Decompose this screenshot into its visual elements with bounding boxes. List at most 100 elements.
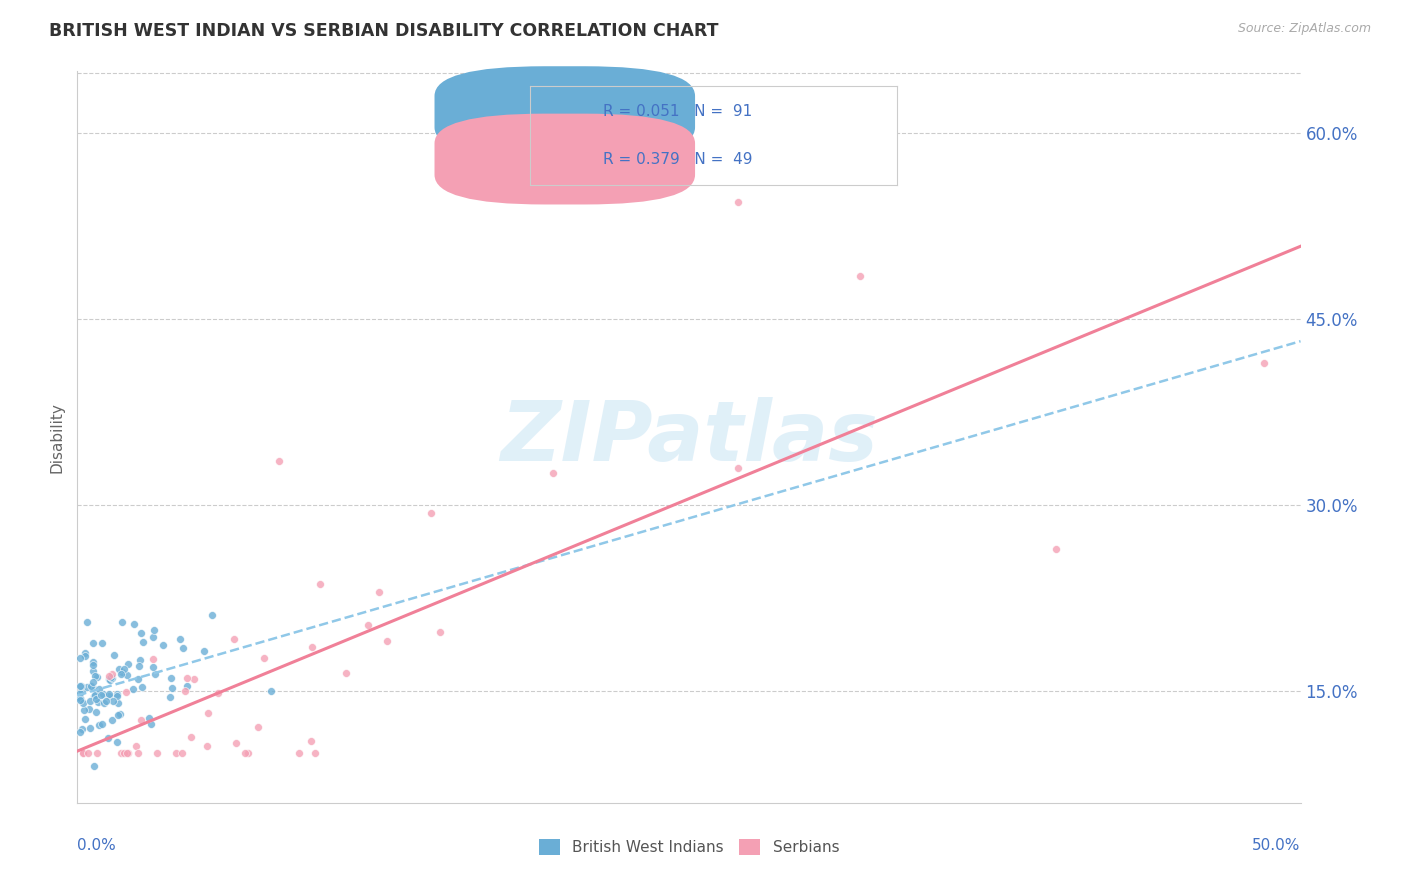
Point [82, 655, 104, 669]
Point [129, 714, 152, 728]
Point [77, 702, 100, 716]
Point [236, 746, 259, 760]
Point [69, 686, 91, 700]
Point [368, 585, 391, 599]
Point [77, 746, 100, 760]
Point [132, 635, 155, 649]
Point [86, 746, 108, 760]
Text: ZIPatlas: ZIPatlas [501, 397, 877, 477]
Point [72, 696, 94, 710]
Point [103, 694, 125, 708]
Point [110, 667, 132, 681]
Point [170, 746, 193, 760]
Point [70, 684, 93, 698]
Point [115, 746, 138, 760]
Point [100, 671, 122, 685]
Point [94, 694, 117, 708]
Point [225, 736, 247, 750]
Point [76, 615, 98, 629]
Point [357, 618, 380, 632]
Point [375, 634, 398, 648]
Point [129, 626, 152, 640]
Point [111, 615, 134, 629]
Point [79, 694, 101, 708]
Point [108, 706, 131, 721]
Point [143, 623, 166, 637]
Point [301, 640, 323, 655]
Point [159, 690, 181, 704]
Point [69, 679, 91, 693]
Legend: British West Indians, Serbians: British West Indians, Serbians [533, 833, 845, 861]
Point [193, 643, 215, 657]
Point [429, 624, 451, 639]
Point [70, 679, 93, 693]
Point [83, 688, 105, 702]
Point [86, 705, 108, 719]
Point [84, 692, 107, 706]
Point [128, 659, 150, 673]
Point [146, 746, 169, 760]
Point [131, 680, 153, 694]
Point [105, 734, 128, 748]
Point [139, 717, 162, 731]
Point [73, 703, 96, 717]
Point [82, 675, 104, 690]
Point [110, 665, 132, 679]
Point [142, 651, 165, 665]
Point [207, 686, 229, 700]
Point [69, 725, 91, 739]
Point [121, 682, 143, 697]
Point [97, 669, 120, 683]
Point [1253, 356, 1275, 370]
Point [142, 630, 165, 644]
Point [107, 689, 129, 703]
Point [97, 689, 120, 703]
Point [107, 696, 129, 710]
Point [127, 672, 149, 686]
Y-axis label: Disability: Disability [49, 401, 65, 473]
Point [107, 707, 129, 722]
Point [89, 681, 111, 696]
Point [309, 577, 332, 591]
Point [1045, 541, 1067, 556]
Point [183, 673, 205, 687]
Point [69, 692, 91, 706]
Point [287, 746, 309, 760]
Point [110, 746, 132, 760]
Point [159, 671, 181, 685]
Point [142, 660, 165, 674]
Point [176, 671, 198, 685]
Point [727, 461, 749, 475]
Point [849, 268, 872, 283]
Point [260, 684, 283, 698]
Point [75, 712, 97, 726]
Point [101, 671, 124, 685]
Point [93, 697, 115, 711]
Point [222, 632, 245, 647]
Point [82, 636, 104, 650]
Text: BRITISH WEST INDIAN VS SERBIAN DISABILITY CORRELATION CHART: BRITISH WEST INDIAN VS SERBIAN DISABILIT… [49, 22, 718, 40]
Point [253, 650, 276, 665]
Point [87, 695, 110, 709]
Point [180, 730, 202, 744]
Point [76, 680, 98, 694]
Point [98, 688, 121, 702]
Point [91, 636, 114, 650]
Point [75, 646, 97, 660]
Point [82, 657, 104, 672]
Point [122, 617, 145, 632]
Point [129, 653, 152, 667]
Point [103, 648, 125, 662]
Point [247, 720, 270, 734]
Point [73, 649, 96, 664]
Point [100, 713, 122, 727]
Text: 0.0%: 0.0% [77, 838, 117, 853]
Point [143, 666, 166, 681]
Point [335, 665, 357, 680]
Text: Source: ZipAtlas.com: Source: ZipAtlas.com [1237, 22, 1371, 36]
Point [69, 690, 91, 705]
Point [117, 657, 139, 672]
Point [72, 746, 94, 760]
Point [176, 679, 198, 693]
Point [112, 662, 135, 676]
